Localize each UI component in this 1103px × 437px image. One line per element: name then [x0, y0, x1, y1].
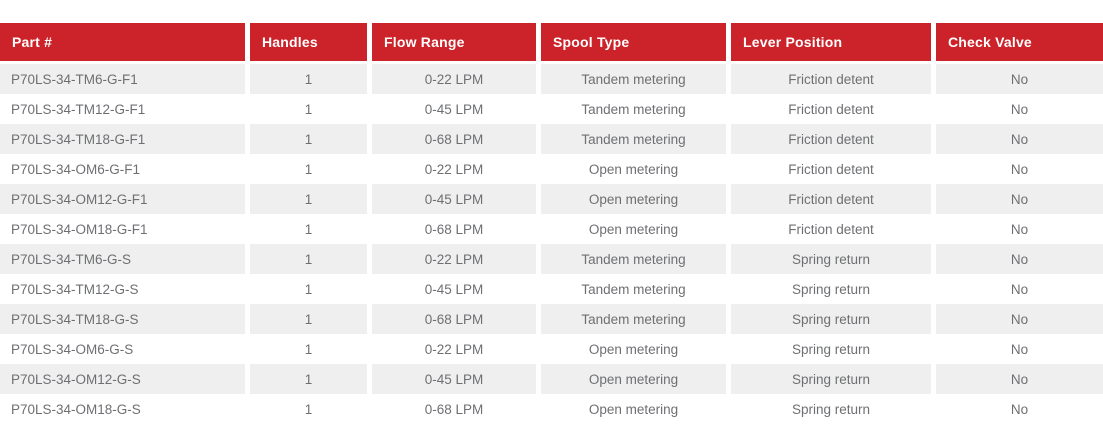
cell-handles: 1 [250, 64, 367, 94]
table-row: P70LS-34-TM18-G-F1 1 0-68 LPM Tandem meteri… [0, 124, 1103, 154]
cell-check: No [936, 394, 1103, 424]
cell-check: No [936, 304, 1103, 334]
table-row: P70LS-34-OM18-G-F1 1 0-68 LPM Open metering… [0, 214, 1103, 244]
cell-lever: Friction detent [731, 214, 931, 244]
cell-check: No [936, 214, 1103, 244]
cell-check: No [936, 94, 1103, 124]
cell-spool: Open metering [541, 364, 726, 394]
table-row: P70LS-34-TM6-G-F1 1 0-22 LPM Tandem meterin… [0, 64, 1103, 94]
cell-spool: Tandem metering [541, 64, 726, 94]
cell-lever: Friction detent [731, 124, 931, 154]
cell-part: P70LS-34-OM12-G-F1 [0, 184, 245, 214]
cell-lever: Friction detent [731, 184, 931, 214]
cell-flow: 0-68 LPM [372, 304, 536, 334]
cell-lever: Friction detent [731, 94, 931, 124]
cell-lever: Spring return [731, 304, 931, 334]
table-row: P70LS-34-TM12-G-S 1 0-45 LPM Tandem meterin… [0, 274, 1103, 304]
cell-part: P70LS-34-TM12-G-S [0, 274, 245, 304]
cell-lever: Spring return [731, 274, 931, 304]
cell-flow: 0-22 LPM [372, 64, 536, 94]
cell-part: P70LS-34-TM18-G-F1 [0, 124, 245, 154]
cell-handles: 1 [250, 184, 367, 214]
cell-flow: 0-45 LPM [372, 274, 536, 304]
cell-handles: 1 [250, 214, 367, 244]
cell-check: No [936, 154, 1103, 184]
parts-catalog-page: Part # Handles Flow Range Spool Type Lever P… [0, 23, 1103, 424]
parts-table-container: Part # Handles Flow Range Spool Type Lever P… [0, 23, 1103, 424]
cell-spool: Tandem metering [541, 274, 726, 304]
cell-handles: 1 [250, 244, 367, 274]
cell-lever: Friction detent [731, 64, 931, 94]
cell-part: P70LS-34-OM18-G-F1 [0, 214, 245, 244]
column-header-handles: Handles [250, 23, 367, 64]
cell-handles: 1 [250, 364, 367, 394]
cell-spool: Open metering [541, 154, 726, 184]
cell-handles: 1 [250, 304, 367, 334]
cell-lever: Spring return [731, 244, 931, 274]
table-row: P70LS-34-OM18-G-S 1 0-68 LPM Open metering S… [0, 394, 1103, 424]
cell-lever: Spring return [731, 334, 931, 364]
cell-part: P70LS-34-OM12-G-S [0, 364, 245, 394]
cell-part: P70LS-34-TM6-G-F1 [0, 64, 245, 94]
column-header-check: Check Valve [936, 23, 1103, 64]
cell-spool: Tandem metering [541, 124, 726, 154]
cell-flow: 0-22 LPM [372, 154, 536, 184]
cell-check: No [936, 244, 1103, 274]
table-header-row: Part # Handles Flow Range Spool Type Lever P… [0, 23, 1103, 64]
cell-lever: Friction detent [731, 154, 931, 184]
cell-flow: 0-68 LPM [372, 124, 536, 154]
cell-flow: 0-22 LPM [372, 334, 536, 364]
table-row: P70LS-34-TM12-G-F1 1 0-45 LPM Tandem meteri… [0, 94, 1103, 124]
column-header-part: Part # [0, 23, 245, 64]
column-header-spool: Spool Type [541, 23, 726, 64]
column-header-flow: Flow Range [372, 23, 536, 64]
cell-check: No [936, 124, 1103, 154]
cell-handles: 1 [250, 394, 367, 424]
cell-part: P70LS-34-TM6-G-S [0, 244, 245, 274]
cell-check: No [936, 274, 1103, 304]
cell-handles: 1 [250, 124, 367, 154]
table-row: P70LS-34-OM6-G-F1 1 0-22 LPM Open metering F… [0, 154, 1103, 184]
cell-lever: Spring return [731, 364, 931, 394]
cell-spool: Open metering [541, 394, 726, 424]
cell-part: P70LS-34-TM18-G-S [0, 304, 245, 334]
cell-part: P70LS-34-TM12-G-F1 [0, 94, 245, 124]
table-row: P70LS-34-OM6-G-S 1 0-22 LPM Open metering Sp… [0, 334, 1103, 364]
table-row: P70LS-34-OM12-G-S 1 0-45 LPM Open metering S… [0, 364, 1103, 394]
cell-spool: Open metering [541, 214, 726, 244]
cell-check: No [936, 64, 1103, 94]
cell-flow: 0-68 LPM [372, 214, 536, 244]
cell-check: No [936, 364, 1103, 394]
cell-check: No [936, 334, 1103, 364]
cell-lever: Spring return [731, 394, 931, 424]
cell-spool: Open metering [541, 184, 726, 214]
cell-part: P70LS-34-OM6-G-F1 [0, 154, 245, 184]
cell-handles: 1 [250, 154, 367, 184]
cell-spool: Tandem metering [541, 94, 726, 124]
cell-flow: 0-45 LPM [372, 94, 536, 124]
cell-handles: 1 [250, 274, 367, 304]
cell-part: P70LS-34-OM18-G-S [0, 394, 245, 424]
cell-flow: 0-22 LPM [372, 244, 536, 274]
cell-part: P70LS-34-OM6-G-S [0, 334, 245, 364]
table-row: P70LS-34-TM18-G-S 1 0-68 LPM Tandem meterin… [0, 304, 1103, 334]
table-row: P70LS-34-OM12-G-F1 1 0-45 LPM Open metering… [0, 184, 1103, 214]
cell-check: No [936, 184, 1103, 214]
cell-spool: Open metering [541, 334, 726, 364]
cell-flow: 0-45 LPM [372, 364, 536, 394]
cell-flow: 0-68 LPM [372, 394, 536, 424]
table-row: P70LS-34-TM6-G-S 1 0-22 LPM Tandem metering… [0, 244, 1103, 274]
cell-flow: 0-45 LPM [372, 184, 536, 214]
cell-handles: 1 [250, 334, 367, 364]
cell-spool: Tandem metering [541, 304, 726, 334]
cell-spool: Tandem metering [541, 244, 726, 274]
parts-table: Part # Handles Flow Range Spool Type Lever P… [0, 23, 1103, 424]
cell-handles: 1 [250, 94, 367, 124]
column-header-lever: Lever Position [731, 23, 931, 64]
